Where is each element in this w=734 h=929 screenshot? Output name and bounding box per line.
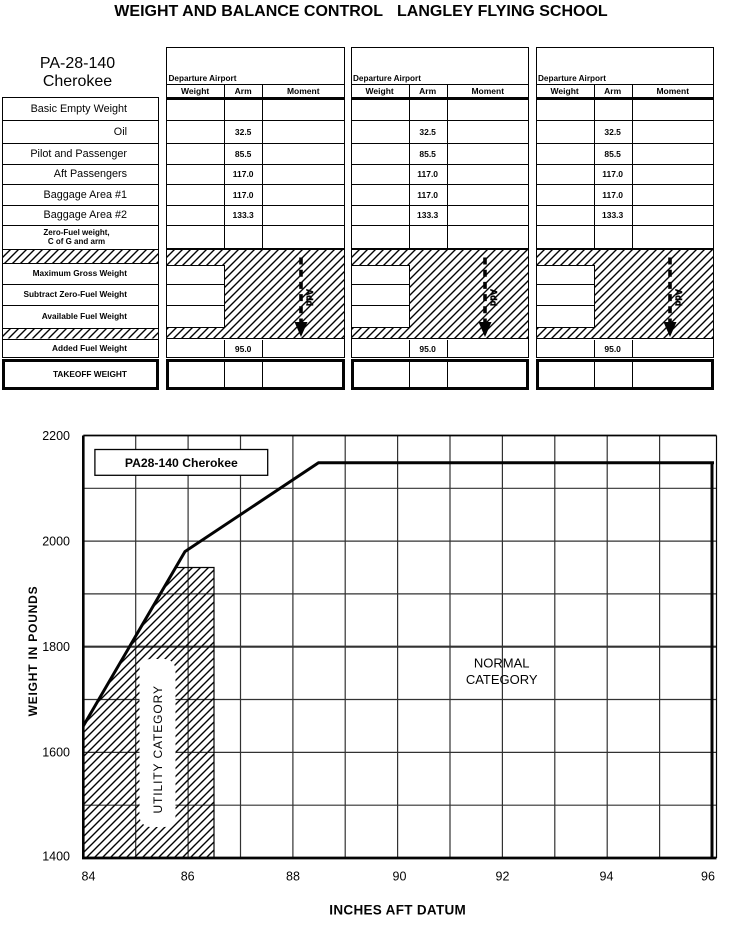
svg-text:Add: Add: [304, 289, 314, 306]
svg-text:NORMAL: NORMAL: [474, 656, 530, 671]
svg-text:94: 94: [600, 870, 614, 884]
svg-text:96: 96: [701, 870, 715, 884]
svg-text:84: 84: [82, 870, 96, 884]
svg-text:1400: 1400: [42, 850, 70, 864]
svg-text:Add: Add: [674, 289, 684, 306]
svg-text:CATEGORY: CATEGORY: [466, 672, 538, 687]
svg-text:2200: 2200: [42, 429, 70, 443]
svg-text:UTILITY CATEGORY: UTILITY CATEGORY: [151, 685, 165, 813]
svg-text:88: 88: [286, 870, 300, 884]
svg-text:1800: 1800: [42, 640, 70, 654]
svg-text:92: 92: [496, 870, 510, 884]
svg-text:1600: 1600: [42, 746, 70, 760]
svg-text:86: 86: [181, 870, 195, 884]
svg-text:PA28-140 Cherokee: PA28-140 Cherokee: [125, 456, 238, 470]
svg-text:INCHES AFT DATUM: INCHES AFT DATUM: [329, 903, 466, 918]
svg-text:2000: 2000: [42, 534, 70, 548]
svg-text:WEIGHT IN POUNDS: WEIGHT IN POUNDS: [26, 586, 40, 717]
svg-text:Add: Add: [489, 289, 499, 306]
svg-text:90: 90: [393, 870, 407, 884]
